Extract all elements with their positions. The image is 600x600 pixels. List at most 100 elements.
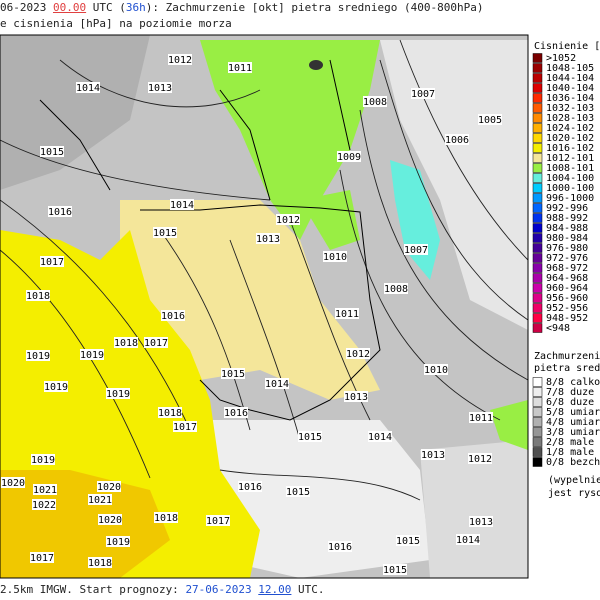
label-bg (88, 494, 112, 505)
pressure-fill (300, 190, 360, 250)
cloud-patch (380, 40, 528, 330)
legend-label: >1052 (546, 53, 576, 64)
title-part: ): Zachmurzenie [okt] pietra sredniego (… (145, 1, 484, 14)
pressure-fill (490, 400, 528, 450)
title-line: 06-2023 00.00 UTC (36h): Zachmurzenie [o… (0, 1, 484, 14)
legend-swatch (532, 73, 543, 83)
legend-label: 1024-102 (546, 123, 594, 134)
label-bg (44, 381, 68, 392)
isobar-label: 1016 (161, 311, 185, 322)
isobar-label: 1018 (88, 558, 112, 569)
isobar-label: 1012 (346, 349, 370, 360)
label-bg (30, 552, 54, 563)
label-bg (154, 512, 178, 523)
label-bg (337, 151, 361, 162)
legend-label: 0/8 bezch (546, 457, 600, 468)
isobar-label: 1017 (30, 553, 54, 564)
cloud-patch (200, 420, 430, 578)
label-bg (1, 477, 25, 488)
isobar-label: 1017 (144, 338, 168, 349)
pressure-fill (120, 200, 380, 400)
label-bg (384, 283, 408, 294)
label-bg (469, 516, 493, 527)
isobar (379, 59, 529, 321)
legend-swatch (532, 283, 543, 293)
isobar (359, 109, 529, 381)
label-bg (158, 407, 182, 418)
isobar-label: 1006 (445, 135, 469, 146)
label-bg (363, 96, 387, 107)
legend-label: 972-976 (546, 253, 588, 264)
isobar-label: 1011 (335, 309, 359, 320)
pressure-fill (390, 160, 440, 280)
isobar (0, 139, 271, 201)
isobar-label: 1019 (31, 455, 55, 466)
isobar (399, 39, 529, 261)
isobar-label: 1019 (44, 382, 68, 393)
isobar-label: 1014 (76, 83, 100, 94)
legend-swatch (532, 133, 543, 143)
title-part: UTC ( (86, 1, 126, 14)
legend-label: 1016-102 (546, 143, 594, 154)
border (140, 204, 381, 421)
legend-swatch (532, 83, 543, 93)
subtitle: e cisnienia [hPa] na poziomie morza (0, 17, 232, 30)
legend-swatch (532, 417, 543, 427)
label-bg (148, 82, 172, 93)
legend-label: 992-996 (546, 203, 588, 214)
legend-swatch (532, 437, 543, 447)
legend-swatch (532, 457, 543, 467)
legend-label: 976-980 (546, 243, 588, 254)
isobar-label: 1009 (337, 152, 361, 163)
legend-label: 996-1000 (546, 193, 594, 204)
legend-label: 952-956 (546, 303, 588, 314)
legend-note: jest rysowa (548, 488, 600, 499)
label-bg (469, 412, 493, 423)
label-bg (276, 214, 300, 225)
isobar-label: 1019 (106, 537, 130, 548)
label-bg (238, 481, 262, 492)
label-bg (33, 484, 57, 495)
label-bg (221, 368, 245, 379)
legend-swatch (532, 143, 543, 153)
isobar-label: 1018 (114, 338, 138, 349)
legend-swatch (532, 273, 543, 283)
legend-swatch (532, 63, 543, 73)
label-bg (26, 290, 50, 301)
label-bg (286, 486, 310, 497)
isobar-label: 1016 (224, 408, 248, 419)
isobar-label: 1021 (88, 495, 112, 506)
cloud-field (0, 35, 528, 578)
legend-swatch (532, 253, 543, 263)
title-part: 36h (125, 1, 146, 14)
isobar-label: 1005 (478, 115, 502, 126)
legend-swatch (532, 263, 543, 273)
label-bg (478, 114, 502, 125)
legend-label: 964-968 (546, 273, 588, 284)
label-bg (404, 244, 428, 255)
legend-label: 2/8 male (546, 437, 594, 448)
legend-swatch (532, 303, 543, 313)
isobar-label: 1020 (1, 478, 25, 489)
legend-label: 988-992 (546, 213, 588, 224)
legend-label: 1000-100 (546, 183, 594, 194)
isobar (159, 229, 251, 431)
legend-label: 5/8 umiar (546, 407, 600, 418)
label-bg (114, 337, 138, 348)
legend-title: Zachmurzenie (534, 351, 600, 362)
isobar-label: 1015 (153, 228, 177, 239)
legend-swatch (532, 173, 543, 183)
label-bg (265, 378, 289, 389)
legend-label: 1036-104 (546, 93, 594, 104)
pressure-fill (0, 230, 260, 578)
label-bg (26, 350, 50, 361)
isobar-label: 1016 (48, 207, 72, 218)
label-bg (173, 421, 197, 432)
footer: 2.5km IMGW. Start prognozy: 27-06-2023 1… (0, 583, 325, 596)
label-bg (383, 564, 407, 575)
legend-label: 1048-105 (546, 63, 594, 74)
isobar-label: 1013 (148, 83, 172, 94)
isobar-label: 1015 (298, 432, 322, 443)
label-bg (80, 349, 104, 360)
isobar-label: 1013 (469, 517, 493, 528)
